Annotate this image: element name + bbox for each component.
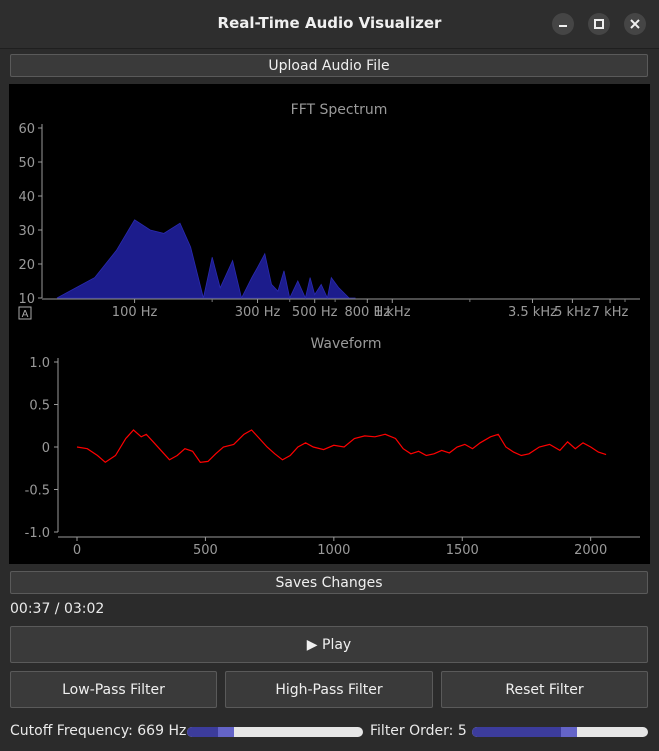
title-bar: Real-Time Audio Visualizer [0,0,659,49]
waveform-x-tick-label: 1000 [317,543,350,558]
waveform-line-group [76,429,607,464]
fft-y-tick-label: 10 [18,292,35,307]
slider-fill [187,727,226,737]
slider-handle[interactable] [560,727,577,737]
cutoff-frequency-label: Cutoff Frequency: 669 Hz [10,723,187,739]
window-title: Real-Time Audio Visualizer [217,14,442,32]
fft-area-group [56,219,356,300]
fft-spectrum-area [56,219,356,300]
fft-y-tick-label: 30 [18,224,35,239]
high-pass-filter-button[interactable]: High-Pass Filter [225,671,433,708]
auto-range-icon[interactable]: A [18,306,32,320]
fft-y-tick-label: 20 [18,258,35,273]
fft-y-tick-label: 60 [18,122,35,137]
waveform-title: Waveform [310,336,381,352]
low-pass-filter-button[interactable]: Low-Pass Filter [10,671,217,708]
fft-x-tick-label: 5 kHz [554,305,591,320]
waveform-line [76,429,607,464]
waveform-x-tick-label: 2000 [574,543,607,558]
fft-x-tick-label: 800 Hz [345,305,391,320]
plots-canvas: FFT Spectrum 60 50 40 30 20 10 100 Hz 300 Hz 50… [18,102,640,558]
cutoff-frequency-slider[interactable] [187,727,363,737]
fft-x-tick-label: 7 kHz [592,305,629,320]
waveform-y-tick-label: 0 [42,441,50,456]
reset-filter-button[interactable]: Reset Filter [441,671,648,708]
play-button[interactable]: ▶ Play [10,626,648,663]
fft-x-tick-label: 1 kHz [374,305,411,320]
minimize-icon[interactable] [552,13,574,35]
waveform-y-tick-label: -1.0 [25,526,50,541]
filter-order-label: Filter Order: 5 [370,723,467,739]
plot-area[interactable]: FFT Spectrum 60 50 40 30 20 10 100 Hz 300 Hz 50… [9,84,650,564]
fft-y-axis: 60 50 40 30 20 10 [18,122,43,307]
slider-fill [472,727,569,737]
fft-y-tick-label: 50 [18,156,35,171]
fft-x-tick-label: 3.5 kHz [508,305,557,320]
waveform-x-tick-label: 1500 [446,543,479,558]
fft-x-tick-label: 300 Hz [235,305,281,320]
svg-text:A: A [22,309,29,320]
waveform-x-tick-label: 500 [193,543,218,558]
maximize-icon[interactable] [588,13,610,35]
waveform-x-tick-label: 0 [73,543,81,558]
fft-x-tick-label: 500 Hz [292,305,338,320]
close-icon[interactable] [624,13,646,35]
waveform-y-axis: 1.0 0.5 0 -0.5 -1.0 [25,356,59,541]
upload-audio-button[interactable]: Upload Audio File [10,54,648,77]
waveform-y-tick-label: 1.0 [29,356,50,371]
fft-title: FFT Spectrum [291,102,388,118]
fft-x-tick-label: 100 Hz [112,305,158,320]
waveform-y-tick-label: -0.5 [25,484,50,499]
playback-time: 00:37 / 03:02 [10,601,105,617]
waveform-x-axis: 0 500 1000 1500 2000 [58,536,640,558]
slider-handle[interactable] [217,727,234,737]
waveform-y-tick-label: 0.5 [29,399,50,414]
filter-order-slider[interactable] [472,727,648,737]
fft-y-tick-label: 40 [18,190,35,205]
save-changes-button[interactable]: Saves Changes [10,571,648,594]
